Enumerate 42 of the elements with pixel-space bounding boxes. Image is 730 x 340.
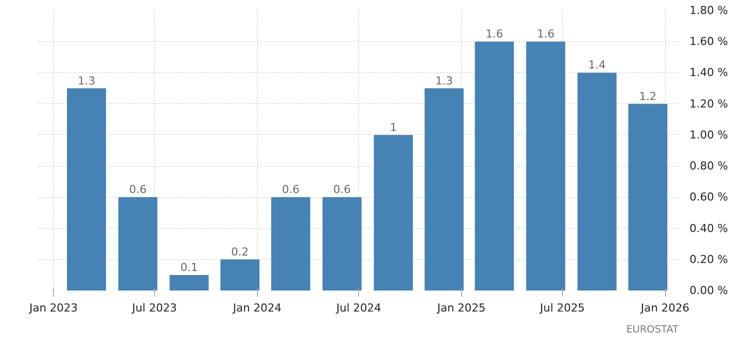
y-tick-label: 1.80 % (690, 4, 728, 17)
bar (220, 259, 260, 290)
x-tick-label: Jan 2026 (640, 302, 690, 314)
data-label: 1.4 (588, 58, 606, 72)
y-tick-label: 0.60 % (690, 190, 728, 204)
x-tick-label: Jul 2024 (335, 302, 382, 314)
bar (271, 197, 310, 290)
data-label: 1.2 (639, 90, 657, 103)
y-tick-label: 0.00 % (690, 284, 728, 297)
x-tick-label: Jan 2023 (28, 302, 78, 314)
data-label: 1.3 (435, 74, 453, 88)
data-label: 0.6 (129, 183, 147, 196)
x-tick-label: Jul 2025 (539, 302, 585, 314)
bar (66, 88, 106, 290)
text: EUROSTAT (626, 324, 680, 336)
bar (526, 42, 566, 290)
bar (578, 72, 617, 290)
data-label: 1.3 (78, 74, 96, 88)
x-tick-label: Jul 2023 (131, 302, 177, 314)
bar (474, 42, 514, 290)
data-label: 0.1 (180, 260, 198, 274)
y-tick-label: 0.80 % (690, 160, 728, 173)
y-tick-label: 1.00 % (690, 128, 728, 142)
data-label: 0.6 (282, 183, 300, 196)
bar (374, 134, 413, 290)
bar (628, 104, 668, 290)
bar (322, 197, 362, 290)
data-label: 0.2 (231, 245, 249, 258)
y-tick-label: 1.40 % (690, 66, 728, 80)
y-tick-label: 1.20 % (690, 97, 728, 110)
x-tick-label: Jan 2024 (232, 302, 282, 314)
data-label: 1 (390, 120, 397, 134)
data-label: 1.6 (536, 28, 554, 41)
x-tick-label: Jan 2025 (436, 302, 486, 314)
bar (170, 274, 209, 290)
bar (424, 88, 464, 290)
data-label: 1.6 (486, 28, 504, 41)
data-label: 0.6 (333, 183, 351, 196)
y-tick-label: 0.40 % (690, 222, 728, 235)
bar (118, 197, 158, 290)
y-tick-label: 1.60 % (690, 35, 728, 48)
y-tick-label: 0.20 % (690, 252, 728, 266)
